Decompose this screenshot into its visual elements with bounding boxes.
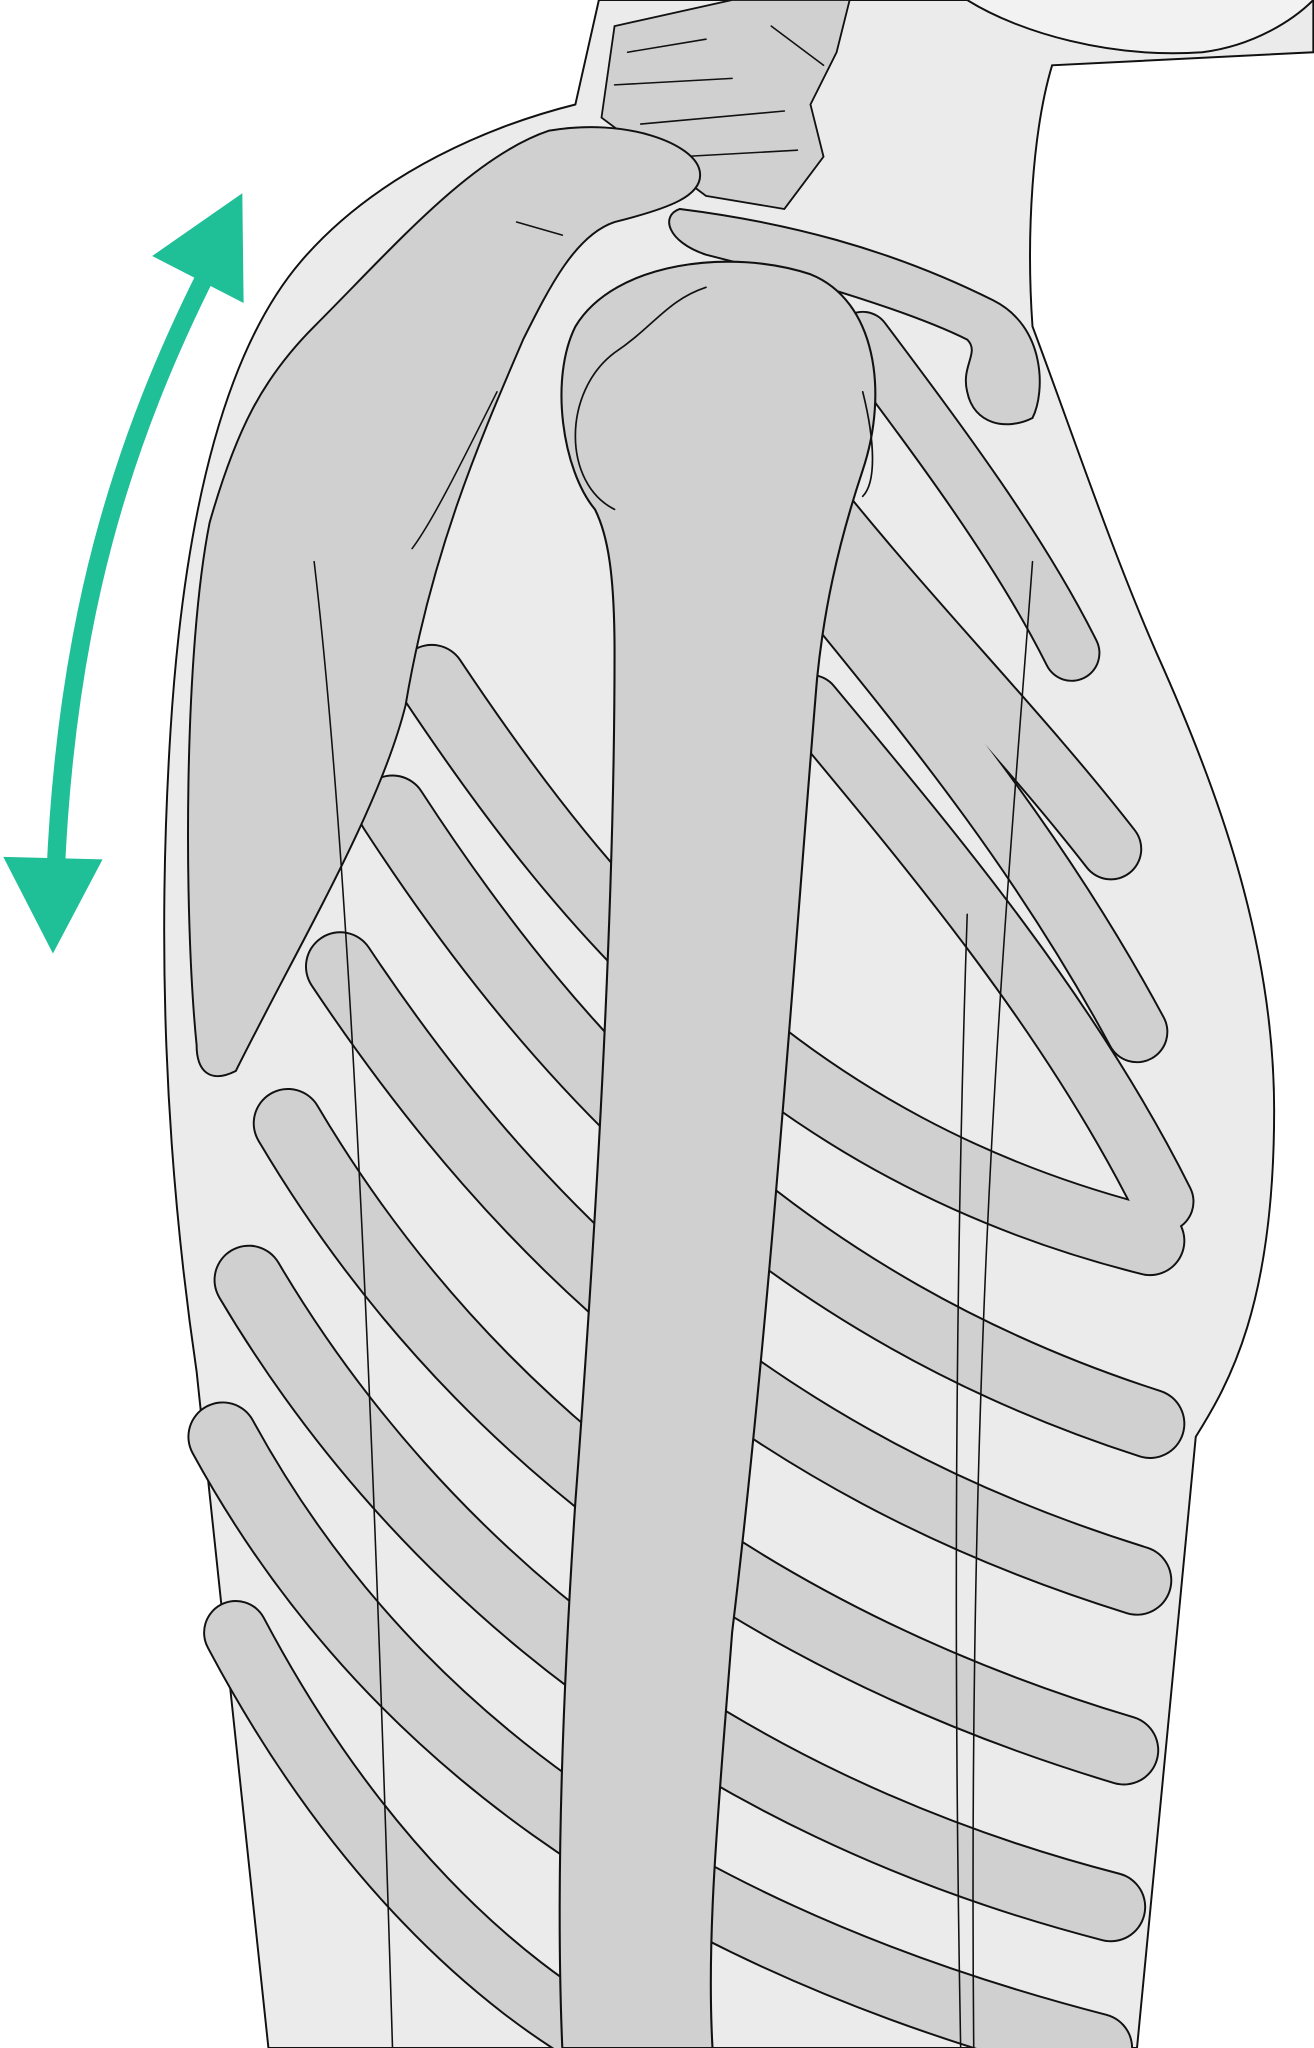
scapula bbox=[187, 126, 702, 1077]
motion-arrow bbox=[3, 193, 244, 954]
jaw bbox=[966, 0, 1314, 55]
humerus-head-lines bbox=[574, 286, 874, 511]
scapula-lines bbox=[313, 221, 564, 2048]
humerus bbox=[558, 260, 877, 2048]
